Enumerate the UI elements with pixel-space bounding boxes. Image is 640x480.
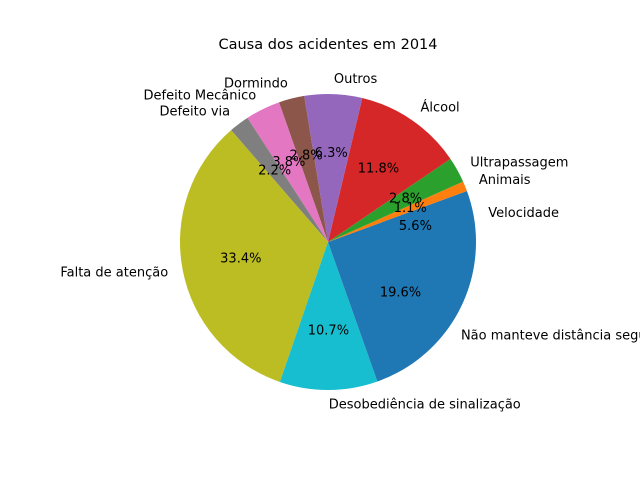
slice-label-outros: Outros bbox=[334, 72, 378, 87]
pie-slice-falta-de-atencao bbox=[180, 130, 328, 382]
pct-label-outros: 6.3% bbox=[315, 146, 348, 161]
pct-label-defeito-mecanico: 3.8% bbox=[272, 155, 305, 170]
pct-label-dormindo: 2.8% bbox=[290, 148, 323, 163]
pct-label-ultrapassagem: 2.8% bbox=[389, 191, 422, 206]
pct-label-desobediencia-de-sinalizacao: 10.7% bbox=[308, 323, 349, 338]
slice-label-dormindo: Dormindo bbox=[224, 77, 288, 92]
pct-label-alcool: 11.8% bbox=[358, 161, 399, 176]
slice-label-desobediencia-de-sinalizacao: Desobediência de sinalização bbox=[329, 397, 521, 412]
slice-label-defeito-mecanico: Defeito Mecânico bbox=[144, 88, 257, 103]
pie-slice-alcool bbox=[328, 98, 451, 242]
pie-slice-ultrapassagem bbox=[328, 158, 464, 242]
pie-slice-desobediencia-de-sinalizacao bbox=[279, 242, 378, 390]
slice-label-ultrapassagem: Ultrapassagem bbox=[470, 155, 568, 170]
pct-label-defeito-via: 2.2% bbox=[258, 164, 291, 179]
pie-slice-outros bbox=[304, 94, 363, 242]
percent-labels: 5.6%1.1%2.8%11.8%6.3%2.8%3.8%2.2%33.4%10… bbox=[220, 146, 432, 339]
pct-label-falta-de-atencao: 33.4% bbox=[220, 251, 261, 266]
pie-slices bbox=[180, 94, 476, 390]
pie-slice-nao-manteve-distancia-segura bbox=[328, 242, 476, 382]
pie-slice-defeito-mecanico bbox=[247, 102, 328, 242]
slice-label-falta-de-atencao: Falta de atenção bbox=[60, 265, 168, 280]
slice-labels: Velocidade Animais Ultrapassagem Álcool Outr… bbox=[60, 72, 640, 412]
pie-slice-defeito-via bbox=[231, 117, 328, 242]
pie-slice-animais bbox=[328, 181, 467, 242]
slice-label-nao-manteve-distancia-segura: Não manteve distância segura bbox=[461, 328, 640, 343]
slice-label-alcool: Álcool bbox=[420, 100, 459, 116]
pct-label-animais: 1.1% bbox=[394, 201, 427, 216]
pct-label-velocidade: 5.6% bbox=[399, 219, 432, 234]
pie-slice-dormindo bbox=[279, 95, 328, 243]
slice-label-defeito-via: Defeito via bbox=[159, 104, 230, 119]
slice-label-animais: Animais bbox=[479, 173, 531, 188]
chart-title: Causa dos acidentes em 2014 bbox=[218, 37, 437, 53]
slice-label-velocidade: Velocidade bbox=[488, 206, 559, 221]
pie-slice-velocidade bbox=[328, 191, 476, 242]
pct-label-nao-manteve-distancia-segura: 19.6% bbox=[380, 286, 421, 301]
